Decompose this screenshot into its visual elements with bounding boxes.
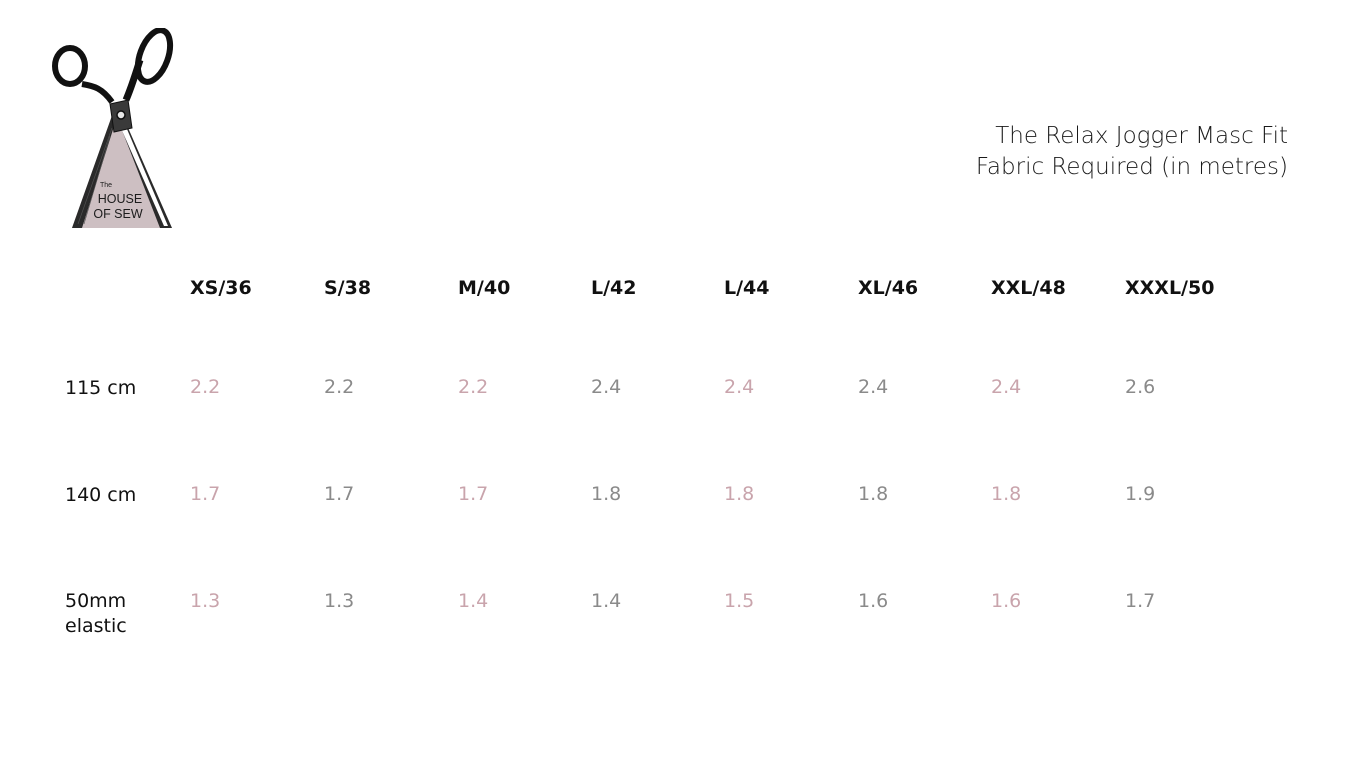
table-cell: 2.2 (324, 376, 355, 398)
size-header-l42: L/42 (591, 277, 637, 299)
row-label-140cm: 140 cm (65, 484, 137, 506)
logo-of-sew-text: OF SEW (93, 207, 143, 221)
table-cell: 1.7 (324, 483, 355, 505)
table-cell: 1.8 (724, 483, 755, 505)
table-cell: 1.7 (1125, 590, 1156, 612)
table-cell: 2.6 (1125, 376, 1156, 398)
title-line-1: The Relax Jogger Masc Fit (995, 123, 1288, 149)
row-label-line-2: elastic (65, 615, 127, 637)
table-cell: 2.2 (458, 376, 489, 398)
table-cell: 2.4 (724, 376, 755, 398)
row-label-115cm: 115 cm (65, 377, 137, 399)
table-cell: 1.8 (858, 483, 889, 505)
table-cell: 2.4 (591, 376, 622, 398)
size-header-xxl: XXL/48 (991, 277, 1066, 299)
size-header-xs: XS/36 (190, 277, 252, 299)
table-cell: 1.5 (724, 590, 755, 612)
title-line-2: Fabric Required (in metres) (975, 154, 1288, 180)
size-header-xl: XL/46 (858, 277, 919, 299)
size-header-l44: L/44 (724, 277, 770, 299)
size-header-s: S/38 (324, 277, 372, 299)
table-cell: 1.7 (458, 483, 489, 505)
table-cell: 1.3 (324, 590, 355, 612)
table-cell: 2.4 (991, 376, 1022, 398)
table-cell: 1.3 (190, 590, 221, 612)
table-cell: 1.6 (991, 590, 1022, 612)
table-cell: 2.4 (858, 376, 889, 398)
table-cell: 1.8 (591, 483, 622, 505)
table-cell: 2.2 (190, 376, 221, 398)
scissors-icon (52, 28, 174, 228)
row-label-line-1: 50mm (65, 590, 127, 612)
page-title: The Relax Jogger Masc Fit Fabric Require… (976, 121, 1288, 183)
size-header-m: M/40 (458, 277, 511, 299)
table-cell: 1.6 (858, 590, 889, 612)
table-cell: 1.9 (1125, 483, 1156, 505)
house-of-sew-logo: The HOUSE OF SEW (52, 28, 176, 230)
row-label-50mm-elastic: 50mm elastic (65, 589, 127, 639)
table-cell: 1.8 (991, 483, 1022, 505)
logo-the-text: The (100, 182, 113, 189)
logo-house-text: HOUSE (97, 192, 143, 206)
table-cell: 1.4 (458, 590, 489, 612)
size-header-xxxl: XXXL/50 (1125, 277, 1215, 299)
table-cell: 1.7 (190, 483, 221, 505)
table-cell: 1.4 (591, 590, 622, 612)
